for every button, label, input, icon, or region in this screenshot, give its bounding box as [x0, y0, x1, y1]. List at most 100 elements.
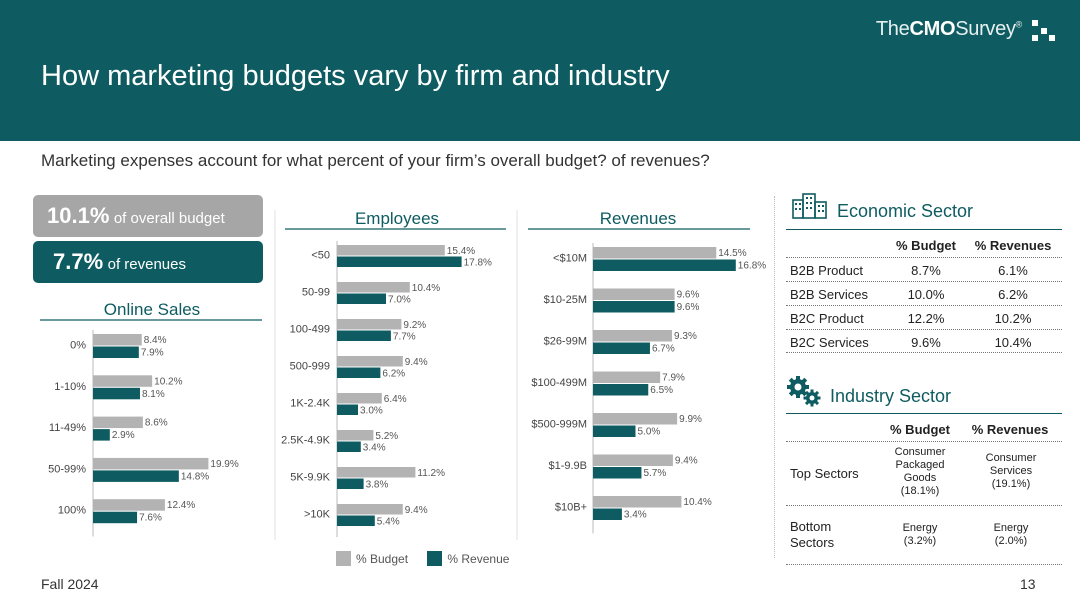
- economic-divider: [786, 229, 1062, 230]
- data-label-budget: 9.4%: [405, 357, 428, 368]
- table-row: B2C Services 9.6% 10.4%: [786, 329, 1062, 353]
- gears-icon: [787, 376, 821, 407]
- bar-revenue: [337, 478, 364, 489]
- data-label-revenue: 6.7%: [652, 344, 675, 355]
- top-sectors-label: Top Sectors: [790, 466, 859, 481]
- bar-budget: [593, 288, 675, 300]
- industry-divider: [786, 413, 1062, 414]
- category-label: <50: [311, 250, 330, 262]
- bar-revenue: [593, 342, 650, 354]
- bar-budget: [593, 371, 661, 383]
- brand-logo: TheCMOSurvey®: [876, 18, 1022, 41]
- chart-title: Revenues: [600, 209, 677, 228]
- data-label-revenue: 14.8%: [181, 471, 209, 482]
- econ-row-budget: 10.0%: [907, 287, 945, 302]
- data-label-budget: 9.6%: [677, 290, 700, 301]
- bottom-sector-revenues: Energy (2.0%): [966, 522, 1056, 548]
- bar-budget: [337, 393, 382, 404]
- bar-revenue: [93, 470, 179, 482]
- building-icon: [792, 193, 827, 219]
- data-label-budget: 14.5%: [718, 248, 746, 259]
- category-label: 2.5K-4.9K: [281, 435, 331, 447]
- econ-row-label: B2B Product: [790, 263, 863, 278]
- data-label-revenue: 3.8%: [366, 480, 389, 491]
- bar-budget: [93, 334, 142, 346]
- bar-revenue: [593, 425, 636, 437]
- bottom-rev-line: Energy: [993, 522, 1029, 534]
- data-label-budget: 12.4%: [167, 500, 195, 511]
- brand-survey: Survey: [955, 18, 1016, 40]
- data-label-budget: 9.4%: [405, 505, 428, 516]
- ind-col-revenues: % Revenues: [971, 422, 1049, 437]
- data-label-budget: 10.4%: [683, 497, 711, 508]
- bottom-budget-line: (3.2%): [903, 535, 937, 547]
- category-label: 5K-9.9K: [290, 472, 330, 484]
- econ-col-revenues: % Revenues: [974, 238, 1052, 253]
- bar-revenue: [93, 511, 138, 524]
- bar-revenue: [337, 330, 391, 341]
- data-label-revenue: 3.4%: [624, 510, 647, 521]
- brand-cmo: CMO: [909, 18, 956, 40]
- bottom-rev-line: (2.0%): [994, 535, 1028, 547]
- bar-budget: [337, 430, 374, 441]
- bar-revenue: [337, 256, 462, 267]
- panel-separator: [774, 196, 775, 558]
- data-label-revenue: 7.9%: [141, 348, 164, 359]
- data-label-revenue: 6.5%: [650, 385, 673, 396]
- data-label-budget: 10.2%: [154, 376, 182, 387]
- bar-revenue: [93, 346, 139, 358]
- data-label-revenue: 5.0%: [638, 427, 661, 438]
- category-label: 1-10%: [54, 381, 86, 393]
- data-label-revenue: 7.6%: [139, 513, 162, 524]
- kpi-budget-value: 10.1%: [47, 203, 110, 228]
- bar-budget: [593, 496, 682, 508]
- data-label-revenue: 3.0%: [360, 406, 383, 417]
- ind-col-budget: % Budget: [890, 422, 950, 437]
- data-label-budget: 9.9%: [679, 414, 702, 425]
- econ-row-revenues: 10.4%: [994, 335, 1032, 350]
- bottom-sector-budget: Energy (3.2%): [880, 522, 960, 548]
- bar-budget: [93, 457, 209, 470]
- bar-revenue: [93, 429, 110, 441]
- bar-budget: [593, 247, 717, 259]
- bottom-budget-line: Energy: [902, 522, 938, 534]
- page-number: 13: [1020, 576, 1036, 592]
- data-label-revenue: 8.1%: [142, 389, 165, 400]
- econ-row-budget: 9.6%: [911, 335, 941, 350]
- data-label-revenue: 6.2%: [382, 369, 405, 380]
- category-label: $10-25M: [544, 294, 587, 306]
- data-label-revenue: 9.6%: [677, 302, 700, 313]
- economic-sector-title: Economic Sector: [837, 201, 974, 221]
- bar-revenue: [593, 508, 622, 520]
- header-banner: How marketing budgets vary by firm and i…: [0, 0, 1080, 141]
- industry-sector-title: Industry Sector: [830, 386, 952, 406]
- category-label: 1K-2.4K: [290, 398, 330, 410]
- brand-dots-icon: [1032, 20, 1056, 42]
- table-row: Top Sectors Consumer Packaged Goods (18.…: [786, 441, 1062, 505]
- data-label-budget: 5.2%: [375, 431, 398, 442]
- bar-budget: [93, 375, 153, 387]
- bar-budget: [337, 245, 445, 256]
- category-label: 500-999: [290, 361, 330, 373]
- data-label-budget: 8.6%: [145, 418, 168, 429]
- data-label-revenue: 5.7%: [643, 468, 666, 479]
- econ-row-budget: 12.2%: [907, 311, 945, 326]
- bar-revenue: [593, 259, 736, 271]
- chart-title: Employees: [355, 209, 439, 228]
- econ-row-revenues: 6.2%: [998, 287, 1028, 302]
- economic-sector-table: % Budget % Revenues B2B Product 8.7% 6.1…: [786, 236, 1062, 356]
- bar-revenue: [337, 515, 375, 526]
- top-rev-line: Consumer: [985, 452, 1037, 464]
- data-label-revenue: 17.8%: [464, 258, 492, 269]
- econ-row-label: B2C Product: [790, 311, 864, 326]
- econ-row-label: B2B Services: [790, 287, 869, 302]
- category-label: <$10M: [553, 253, 587, 265]
- top-rev-line: (19.1%): [991, 478, 1031, 490]
- data-label-budget: 8.4%: [144, 335, 167, 346]
- table-row: Bottom Sectors Energy (3.2%) Energy (2.0…: [786, 505, 1062, 565]
- kpi-revenue-value: 7.7%: [53, 249, 104, 274]
- table-row: B2C Product 12.2% 10.2%: [786, 305, 1062, 329]
- kpi-budget-label: of overall budget: [113, 210, 225, 227]
- bar-revenue: [593, 301, 675, 313]
- data-label-revenue: 5.4%: [377, 517, 400, 528]
